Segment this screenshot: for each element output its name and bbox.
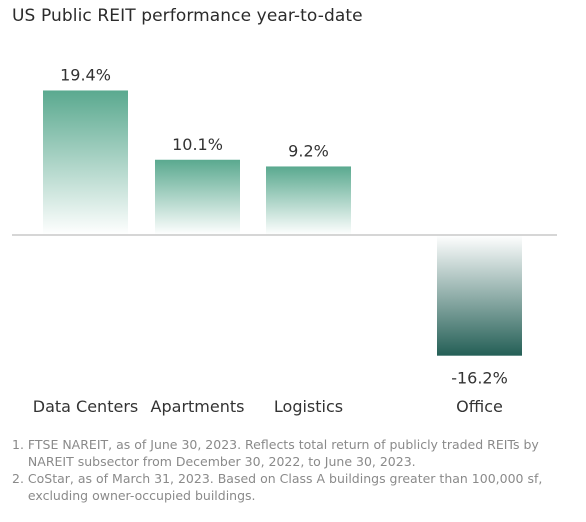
category-label-data-centers: Data Centers [33,397,138,416]
category-label-office: Office [456,397,503,416]
bar-office [437,235,522,356]
labels-group: 19.4% Data Centers 10.1% Apartments 9.2% Logi… [33,65,508,416]
footnote-2-number: 2. [12,471,24,486]
footnote-2: 2. CoStar, as of March 31, 2023. Based o… [12,470,574,504]
data-label-logistics: 9.2% [288,141,329,160]
chart-title: US Public REIT performance year-to-date [12,6,363,26]
bar-data-centers [43,90,128,235]
footnote-1: 1. FTSE NAREIT, as of June 30, 2023. Ref… [12,436,574,470]
footnotes: 1. FTSE NAREIT, as of June 30, 2023. Ref… [12,436,574,504]
data-label-apartments: 10.1% [172,135,223,154]
bar-chart: 19.4% Data Centers 10.1% Apartments 9.2% Logi… [12,65,557,416]
data-label-data-centers: 19.4% [60,65,111,84]
category-label-logistics: Logistics [274,397,343,416]
data-label-office: -16.2% [451,369,508,388]
category-label-apartments: Apartments [151,397,245,416]
bar-apartments [155,159,240,235]
footnote-1-number: 1. [12,437,24,452]
bar-logistics [266,166,351,235]
footnote-2-text: CoStar, as of March 31, 2023. Based on C… [27,471,543,503]
bars-group [43,90,522,356]
footnote-1-text: FTSE NAREIT, as of June 30, 2023. Reflec… [27,437,539,469]
